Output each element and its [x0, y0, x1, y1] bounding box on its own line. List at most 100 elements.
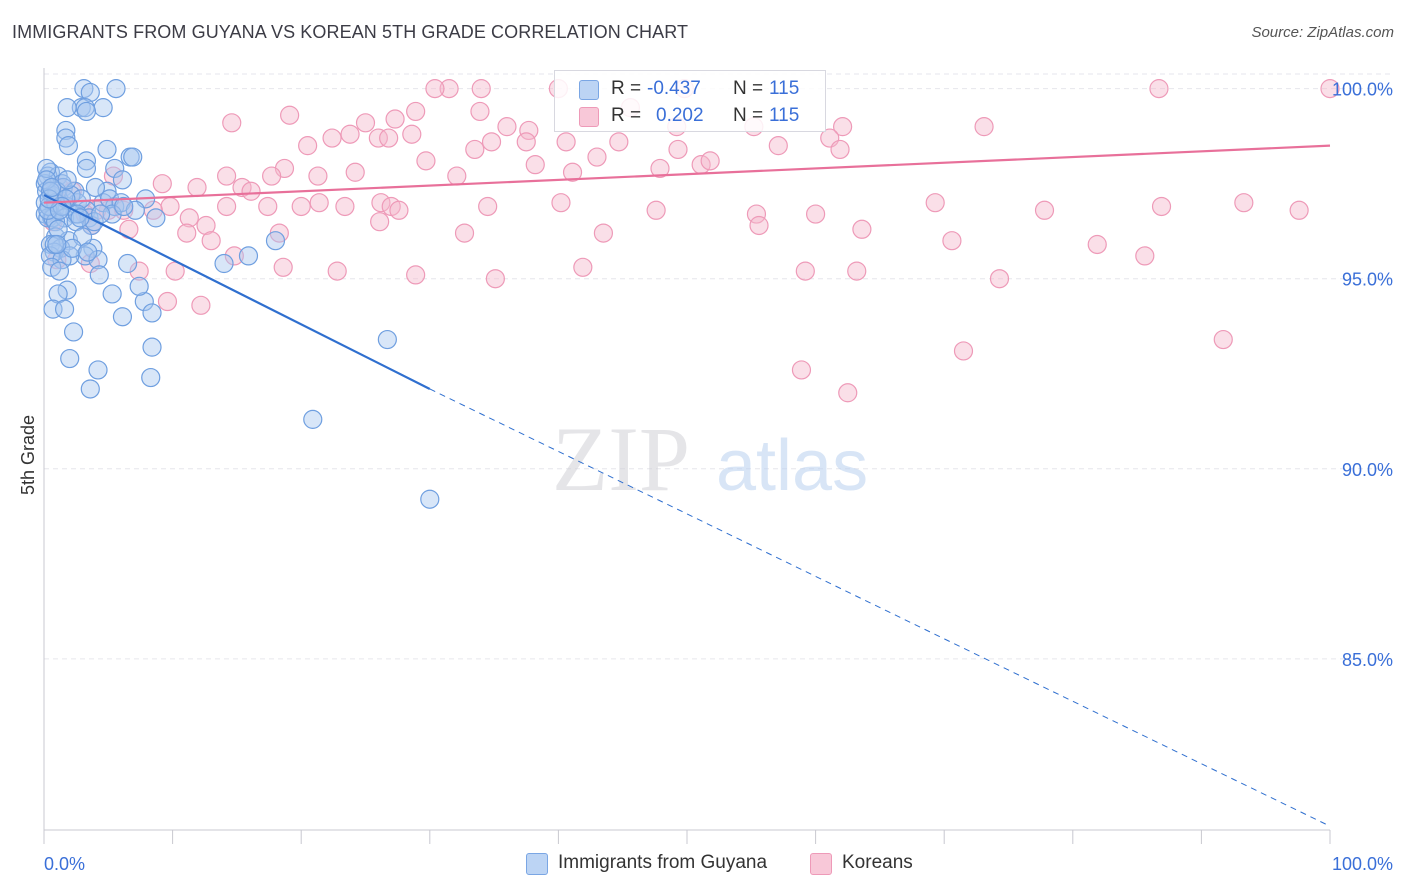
legend-swatch-blue	[526, 853, 548, 875]
guyana-point	[238, 246, 259, 266]
legend-swatch-pink	[579, 107, 599, 127]
koreans-point	[470, 101, 490, 122]
koreans-point	[241, 181, 261, 201]
guyana-point	[303, 409, 323, 429]
koreans-point	[465, 139, 485, 160]
koreans-point	[309, 193, 329, 213]
correlation-legend: R = -0.437 N = 115 R = 0.202 N = 115	[554, 70, 826, 132]
guyana-point	[56, 128, 76, 148]
koreans-point	[668, 139, 688, 160]
koreans-point	[447, 166, 467, 186]
koreans-point	[478, 196, 498, 217]
guyana-point	[112, 170, 133, 190]
guyana-point	[76, 101, 97, 122]
axes: 0.0% 100.0% 5th Grade	[18, 68, 1393, 874]
koreans-point	[187, 177, 207, 198]
guyana-point	[57, 170, 77, 190]
legend-n-value: 115	[769, 78, 800, 99]
koreans-point	[262, 166, 282, 186]
koreans-point	[222, 113, 242, 133]
guyana-trend-extension	[429, 388, 1331, 827]
guyana-point	[106, 79, 126, 99]
legend-r-label: R =	[611, 78, 642, 99]
koreans-point	[425, 79, 445, 99]
koreans-point	[371, 193, 391, 213]
koreans-point	[258, 196, 278, 217]
guyana-point	[134, 291, 154, 312]
koreans-point	[355, 113, 376, 133]
koreans-point	[406, 101, 426, 122]
guyana-point	[78, 242, 98, 262]
koreans-point	[805, 204, 826, 224]
koreans-point	[291, 196, 311, 217]
guyana-point	[49, 261, 70, 281]
legend-row-koreans: R = 0.202 N = 115	[555, 102, 825, 128]
koreans-point	[345, 162, 365, 182]
guyana-point	[48, 219, 68, 239]
koreans-point	[389, 200, 409, 220]
koreans-point	[1213, 329, 1233, 350]
koreans-point	[1151, 196, 1172, 217]
guyana-point	[70, 208, 90, 228]
koreans-point	[516, 132, 536, 152]
koreans-point	[1234, 193, 1254, 213]
legend-r-value: -0.437	[647, 78, 701, 99]
koreans-point	[646, 200, 666, 220]
koreans-point	[217, 196, 237, 217]
koreans-point	[573, 257, 593, 277]
trend-lines	[43, 144, 1331, 827]
guyana-point	[76, 158, 97, 179]
koreans-point	[974, 117, 994, 137]
guyana-point	[377, 329, 397, 350]
guyana-point	[142, 303, 162, 323]
koreans-trend-line	[43, 144, 1331, 204]
koreans-point	[746, 204, 767, 224]
guyana-point	[88, 250, 108, 270]
koreans-point	[847, 261, 867, 281]
guyana-point	[62, 238, 82, 258]
koreans-point	[650, 158, 670, 179]
koreans-point	[1320, 79, 1340, 99]
guyana-point	[214, 253, 234, 274]
koreans-point	[406, 265, 426, 285]
koreans-point	[439, 79, 459, 99]
guyana-point	[47, 234, 67, 255]
koreans-point	[989, 269, 1010, 289]
koreans-point	[1135, 246, 1155, 266]
koreans-point	[551, 193, 571, 213]
guyana-point	[93, 98, 113, 118]
guyana-point	[146, 208, 166, 228]
y-tick-label: 90.0%	[1342, 460, 1393, 480]
legend-label-guyana: Immigrants from Guyana	[558, 852, 768, 873]
koreans-point	[327, 261, 347, 281]
guyana-point	[60, 348, 80, 369]
guyana-point	[142, 337, 162, 357]
koreans-point	[322, 128, 342, 148]
watermark-atlas: atlas	[716, 426, 868, 506]
koreans-point	[308, 166, 328, 186]
legend-r-label: R =	[611, 105, 642, 126]
legend-label-koreans: Koreans	[842, 852, 913, 873]
koreans-point	[196, 215, 216, 236]
legend-n-label: N =	[733, 78, 764, 99]
guyana-point	[44, 242, 64, 262]
guyana-point	[71, 189, 91, 209]
koreans-point	[838, 383, 858, 403]
koreans-point	[385, 109, 405, 129]
chart-title: IMMIGRANTS FROM GUYANA VS KOREAN 5TH GRA…	[12, 22, 689, 42]
guyana-point	[117, 253, 138, 274]
guyana-point	[265, 231, 286, 251]
guyana-point	[88, 360, 108, 380]
legend-swatch-pink	[810, 853, 832, 875]
koreans-point	[152, 174, 172, 194]
koreans-point	[519, 120, 539, 141]
y-tick-label: 85.0%	[1342, 650, 1393, 670]
legend-row-guyana: R = -0.437 N = 115	[555, 75, 825, 101]
guyana-point	[129, 276, 149, 296]
legend-r-value: 0.202	[656, 105, 704, 126]
koreans-point	[179, 208, 199, 228]
guyana-point	[105, 158, 125, 179]
koreans-point	[852, 219, 872, 239]
koreans-point	[525, 155, 545, 175]
koreans-point	[700, 151, 720, 171]
